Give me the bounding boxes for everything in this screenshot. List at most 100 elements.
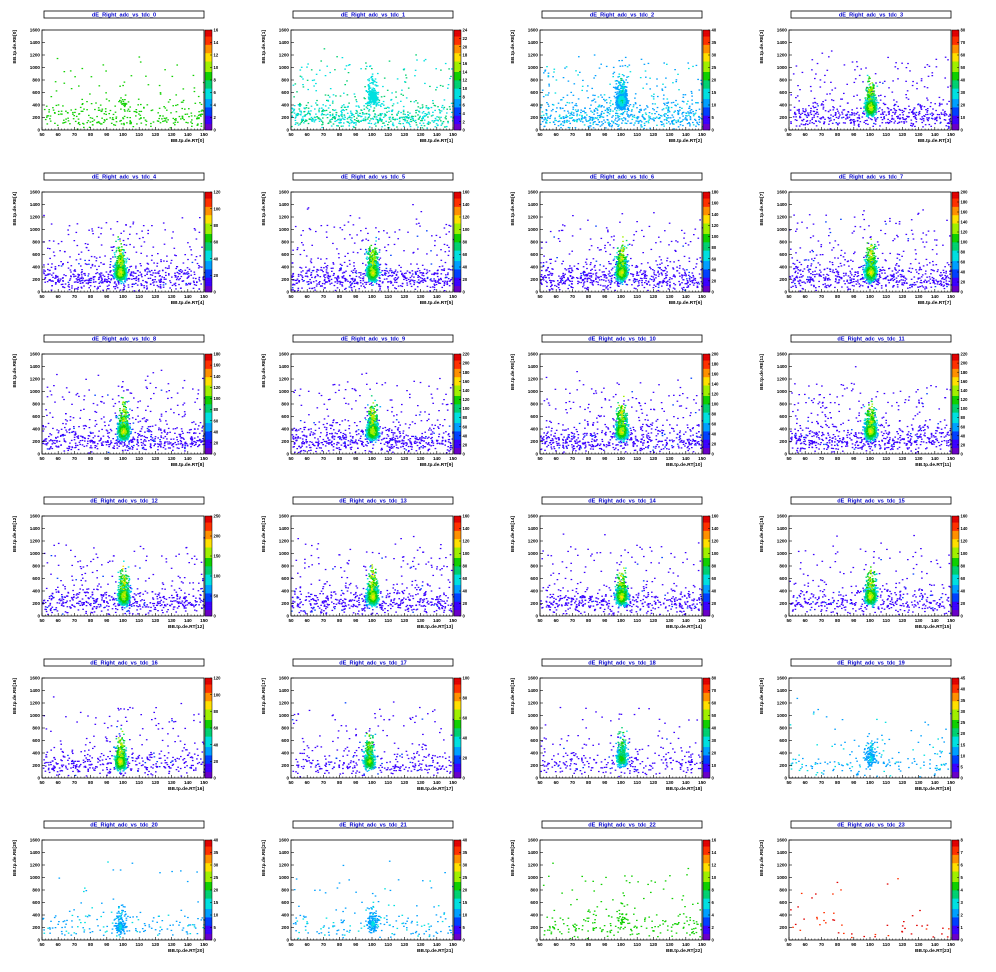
heatmap-cell — [150, 126, 152, 127]
heatmap-cell — [440, 120, 442, 121]
heatmap-cell — [693, 115, 695, 116]
heatmap-cell — [124, 82, 126, 83]
heatmap-cell — [82, 111, 84, 112]
heatmap-cell — [422, 104, 424, 105]
heatmap-cell — [321, 127, 323, 128]
heatmap-cell — [335, 109, 337, 110]
heatmap-cell — [355, 124, 357, 125]
colorbar-stripe — [454, 105, 461, 107]
heatmap-cell — [291, 108, 293, 109]
heatmap-cell — [145, 120, 147, 121]
colorbar-stripe — [205, 61, 212, 63]
heatmap-cell — [368, 123, 370, 124]
heatmap-cell — [295, 117, 297, 118]
heatmap-cell — [343, 104, 345, 105]
heatmap-cell — [369, 120, 371, 121]
y-tick-label: 200 — [281, 115, 289, 120]
heatmap-cell — [175, 122, 177, 123]
heatmap-cell — [164, 69, 166, 70]
heatmap-cell — [162, 115, 164, 116]
heatmap-cell — [446, 109, 448, 110]
heatmap-cell — [113, 114, 115, 115]
heatmap-cell — [88, 120, 90, 121]
heatmap-cell — [451, 112, 453, 113]
heatmap-cell — [435, 126, 437, 127]
heatmap-cell — [354, 96, 356, 97]
x-tick-label: 120 — [401, 132, 409, 137]
heatmap-cell — [134, 111, 136, 112]
heatmap-cell — [380, 115, 382, 116]
heatmap-cell — [89, 93, 91, 94]
colorbar-tick-label: 16 — [463, 61, 468, 66]
heatmap-cell — [316, 100, 318, 101]
heatmap-cell — [593, 114, 595, 115]
heatmap-cell — [369, 83, 371, 84]
colorbar-tick-label: 14 — [463, 69, 468, 74]
heatmap-cell — [326, 110, 328, 111]
heatmap-cell — [46, 117, 48, 118]
heatmap-cell — [181, 108, 183, 109]
heatmap-cell — [120, 102, 122, 103]
heatmap-cell — [294, 109, 296, 110]
heatmap-cell — [319, 108, 321, 109]
colorbar-stripe — [205, 80, 212, 82]
colorbar-tick-label: 8 — [214, 78, 217, 83]
heatmap-cell — [141, 111, 143, 112]
heatmap-cell — [137, 104, 139, 105]
heatmap-cell — [402, 123, 404, 124]
colorbar-stripe — [454, 59, 461, 61]
heatmap-cell — [102, 109, 104, 110]
y-tick-label: 400 — [281, 103, 289, 108]
heatmap-cell — [123, 124, 125, 125]
colorbar-stripe — [454, 72, 461, 74]
heatmap-cell — [410, 126, 412, 127]
colorbar-stripe — [454, 118, 461, 120]
heatmap-cell — [363, 118, 365, 119]
heatmap-cell — [415, 116, 417, 117]
heatmap-cell — [131, 75, 133, 76]
colorbar-stripe — [454, 57, 461, 59]
colorbar-stripe — [205, 63, 212, 65]
heatmap-cell — [299, 110, 301, 111]
colorbar-stripe — [205, 118, 212, 120]
heatmap-cell — [108, 100, 110, 101]
x-tick-label: 60 — [56, 132, 62, 137]
heatmap-cell — [119, 121, 121, 122]
heatmap-cell — [423, 60, 425, 61]
colorbar-stripe — [454, 88, 461, 90]
heatmap-cell — [437, 125, 439, 126]
heatmap-cell — [96, 116, 98, 117]
heatmap-cell — [330, 119, 332, 120]
heatmap-cell — [356, 101, 358, 102]
heatmap-cell — [160, 94, 162, 95]
heatmap-cell — [368, 114, 370, 115]
colorbar-stripe — [205, 126, 212, 128]
heatmap-cell — [143, 117, 145, 118]
heatmap-cell — [297, 123, 299, 124]
heatmap-cell — [314, 117, 316, 118]
heatmap-cell — [334, 69, 336, 70]
heatmap-cell — [123, 118, 125, 119]
heatmap-cell — [191, 113, 193, 114]
heatmap-cell — [369, 126, 371, 127]
heatmap-cell — [413, 120, 415, 121]
heatmap-cell — [124, 106, 126, 107]
colorbar-stripe — [205, 36, 212, 38]
heatmap-cell — [377, 94, 379, 95]
heatmap-cell — [355, 113, 357, 114]
colorbar-stripe — [205, 88, 212, 90]
heatmap-cell — [377, 92, 379, 93]
heatmap-cell — [384, 78, 386, 79]
heatmap-cell — [618, 119, 620, 120]
colorbar-tick-label: 2 — [463, 119, 466, 124]
heatmap-cell — [340, 122, 342, 123]
heatmap-cell — [70, 70, 72, 71]
heatmap-cell — [91, 103, 93, 104]
colorbar-stripe — [205, 74, 212, 76]
heatmap-cell — [692, 103, 694, 104]
heatmap-cell — [370, 100, 372, 101]
heatmap-cell — [395, 97, 397, 98]
heatmap-cell — [384, 108, 386, 109]
heatmap-cell — [121, 123, 123, 124]
heatmap-cell — [341, 116, 343, 117]
